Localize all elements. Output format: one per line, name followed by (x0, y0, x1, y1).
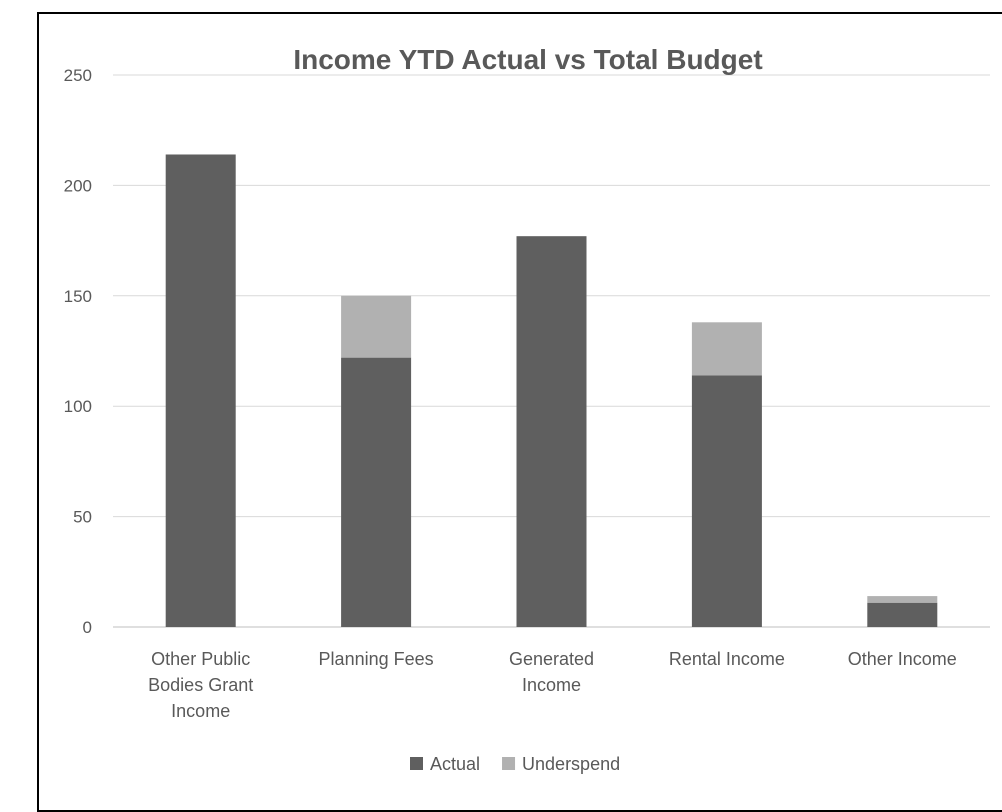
bar-actual (867, 602, 938, 627)
bar-chart: 0 50 100 150 200 250 Other Public Bodies Grant… (64, 44, 990, 774)
legend-swatch-actual (410, 757, 423, 770)
y-tick-label: 150 (64, 287, 92, 306)
bars (165, 154, 938, 627)
bar-actual (341, 357, 412, 627)
bar-underspend (341, 295, 412, 358)
legend-label-actual: Actual (430, 754, 480, 774)
legend-swatch-underspend (502, 757, 516, 770)
legend-label-underspend: Underspend (522, 754, 620, 774)
x-category-label: Income (522, 675, 581, 695)
x-category-label: Bodies Grant (148, 675, 253, 695)
y-tick-label: 50 (73, 508, 92, 527)
y-axis-tick-labels: 0 50 100 150 200 250 (64, 66, 92, 637)
bar-actual (516, 236, 587, 627)
chart-title: Income YTD Actual vs Total Budget (293, 44, 762, 75)
bar-actual (691, 375, 762, 627)
x-category-label: Rental Income (669, 649, 785, 669)
bar-underspend (691, 322, 762, 376)
x-category-label: Generated (509, 649, 594, 669)
x-category-label: Income (171, 701, 230, 721)
legend: Actual Underspend (410, 754, 620, 774)
x-category-label: Other Public (151, 649, 250, 669)
bar-actual (165, 154, 236, 627)
x-category-label: Other Income (848, 649, 957, 669)
bar-underspend (867, 596, 938, 603)
y-tick-label: 100 (64, 397, 92, 416)
x-category-label: Planning Fees (319, 649, 434, 669)
x-axis-category-labels: Other Public Bodies Grant Income Planning F… (148, 649, 957, 721)
y-tick-label: 0 (83, 618, 92, 637)
y-tick-label: 200 (64, 176, 92, 195)
y-tick-label: 250 (64, 66, 92, 85)
